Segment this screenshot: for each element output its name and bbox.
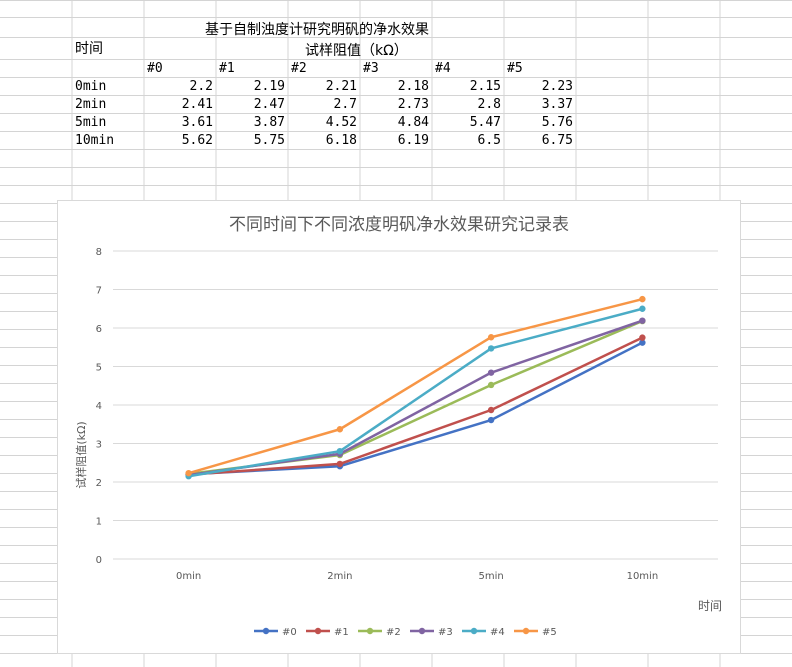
value-cell[interactable]: 4.84 [397, 115, 429, 130]
data-point [336, 426, 344, 433]
data-point [487, 406, 495, 414]
row-label-cell[interactable]: 2min [75, 97, 107, 112]
legend-label: #0 [282, 627, 297, 638]
data-point [487, 334, 495, 341]
data-point [487, 381, 495, 389]
x-tick-label: 5min [479, 571, 504, 582]
column-header-cell[interactable]: #4 [435, 61, 451, 76]
data-point [185, 469, 192, 477]
y-tick-label: 5 [96, 363, 102, 374]
legend-label: #2 [386, 627, 401, 638]
y-tick-label: 8 [96, 247, 102, 258]
value-cell[interactable]: 6.5 [477, 133, 501, 148]
chart-title: 不同时间下不同浓度明矾净水效果研究记录表 [229, 215, 569, 235]
column-header-cell[interactable]: #0 [147, 61, 163, 76]
legend-marker [314, 627, 322, 635]
series-line-5 [188, 297, 643, 475]
column-header-cell[interactable]: #3 [363, 61, 379, 76]
legend-label: #1 [334, 627, 349, 638]
value-cell[interactable]: 2.41 [181, 97, 213, 112]
column-header-cell[interactable]: #2 [291, 61, 307, 76]
value-cell[interactable]: 5.47 [469, 115, 501, 130]
column-header-cell[interactable]: #1 [219, 61, 235, 76]
data-point [639, 334, 646, 341]
data-point [639, 305, 646, 312]
series-line-1 [188, 336, 643, 476]
column-header-cell[interactable]: #5 [507, 61, 523, 76]
legend-marker [522, 627, 530, 635]
legend-label: #3 [438, 627, 453, 638]
value-cell[interactable]: 2.21 [325, 79, 357, 94]
data-point [336, 460, 344, 468]
y-tick-label: 1 [96, 517, 102, 528]
value-cell[interactable]: 2.18 [397, 79, 429, 94]
value-cell[interactable]: 2.2 [189, 79, 213, 94]
sheet-title: 基于自制浊度计研究明矾的净水效果 [205, 22, 429, 38]
legend-marker [366, 627, 374, 635]
legend-marker [262, 627, 270, 635]
value-cell[interactable]: 3.87 [253, 115, 285, 130]
y-tick-label: 4 [96, 401, 102, 412]
data-point [639, 339, 646, 346]
value-cell[interactable]: 6.75 [541, 133, 573, 148]
value-cell[interactable]: 4.52 [325, 115, 357, 130]
value-cell[interactable]: 6.18 [325, 133, 357, 148]
legend-marker [470, 627, 478, 635]
value-cell[interactable]: 2.15 [469, 79, 501, 94]
series-line-4 [188, 307, 643, 478]
series-line-3 [188, 319, 643, 477]
value-cell[interactable]: 5.76 [541, 115, 573, 130]
x-axis-title: 时间 [698, 599, 722, 613]
y-tick-label: 2 [96, 478, 102, 489]
data-point [639, 317, 646, 324]
value-cell[interactable]: 2.73 [397, 97, 429, 112]
y-tick-label: 3 [96, 440, 102, 451]
value-cell[interactable]: 5.75 [253, 133, 285, 148]
chart-area[interactable]: 不同时间下不同浓度明矾净水效果研究记录表 0 1 2 3 4 5 6 7 8 0min 2min 5mi… [57, 200, 741, 654]
value-cell[interactable]: 2.19 [253, 79, 285, 94]
legend-label: #5 [542, 627, 557, 638]
y-axis-title: 试样阻值(kΩ) [74, 421, 88, 488]
legend-label: #4 [490, 627, 505, 638]
value-header-cell[interactable]: 试样阻值（kΩ） [305, 43, 408, 59]
x-tick-label: 0min [176, 571, 201, 582]
value-cell[interactable]: 2.8 [477, 97, 501, 112]
time-header-cell[interactable]: 时间 [75, 41, 103, 57]
line-chart: 不同时间下不同浓度明矾净水效果研究记录表 0 1 2 3 4 5 6 7 8 0min 2min 5mi… [74, 215, 722, 638]
value-cell[interactable]: 6.19 [397, 133, 429, 148]
row-label-cell[interactable]: 5min [75, 115, 107, 130]
value-cell[interactable]: 3.61 [181, 115, 213, 130]
data-point [336, 448, 344, 455]
value-cell[interactable]: 2.7 [333, 97, 357, 112]
legend-marker [418, 627, 426, 635]
x-tick-label: 2min [327, 571, 352, 582]
value-cell[interactable]: 3.37 [541, 97, 573, 112]
row-label-cell[interactable]: 0min [75, 79, 107, 94]
value-cell[interactable]: 5.62 [181, 133, 213, 148]
data-point [487, 345, 495, 352]
y-tick-label: 6 [96, 324, 102, 335]
y-tick-label: 7 [96, 286, 102, 297]
y-tick-label: 0 [96, 555, 102, 566]
value-cell[interactable]: 2.47 [253, 97, 285, 112]
x-tick-label: 10min [627, 571, 659, 582]
data-point [487, 416, 495, 424]
row-label-cell[interactable]: 10min [75, 133, 115, 148]
data-point [639, 295, 646, 303]
data-point [487, 369, 495, 376]
value-cell[interactable]: 2.23 [541, 79, 573, 94]
